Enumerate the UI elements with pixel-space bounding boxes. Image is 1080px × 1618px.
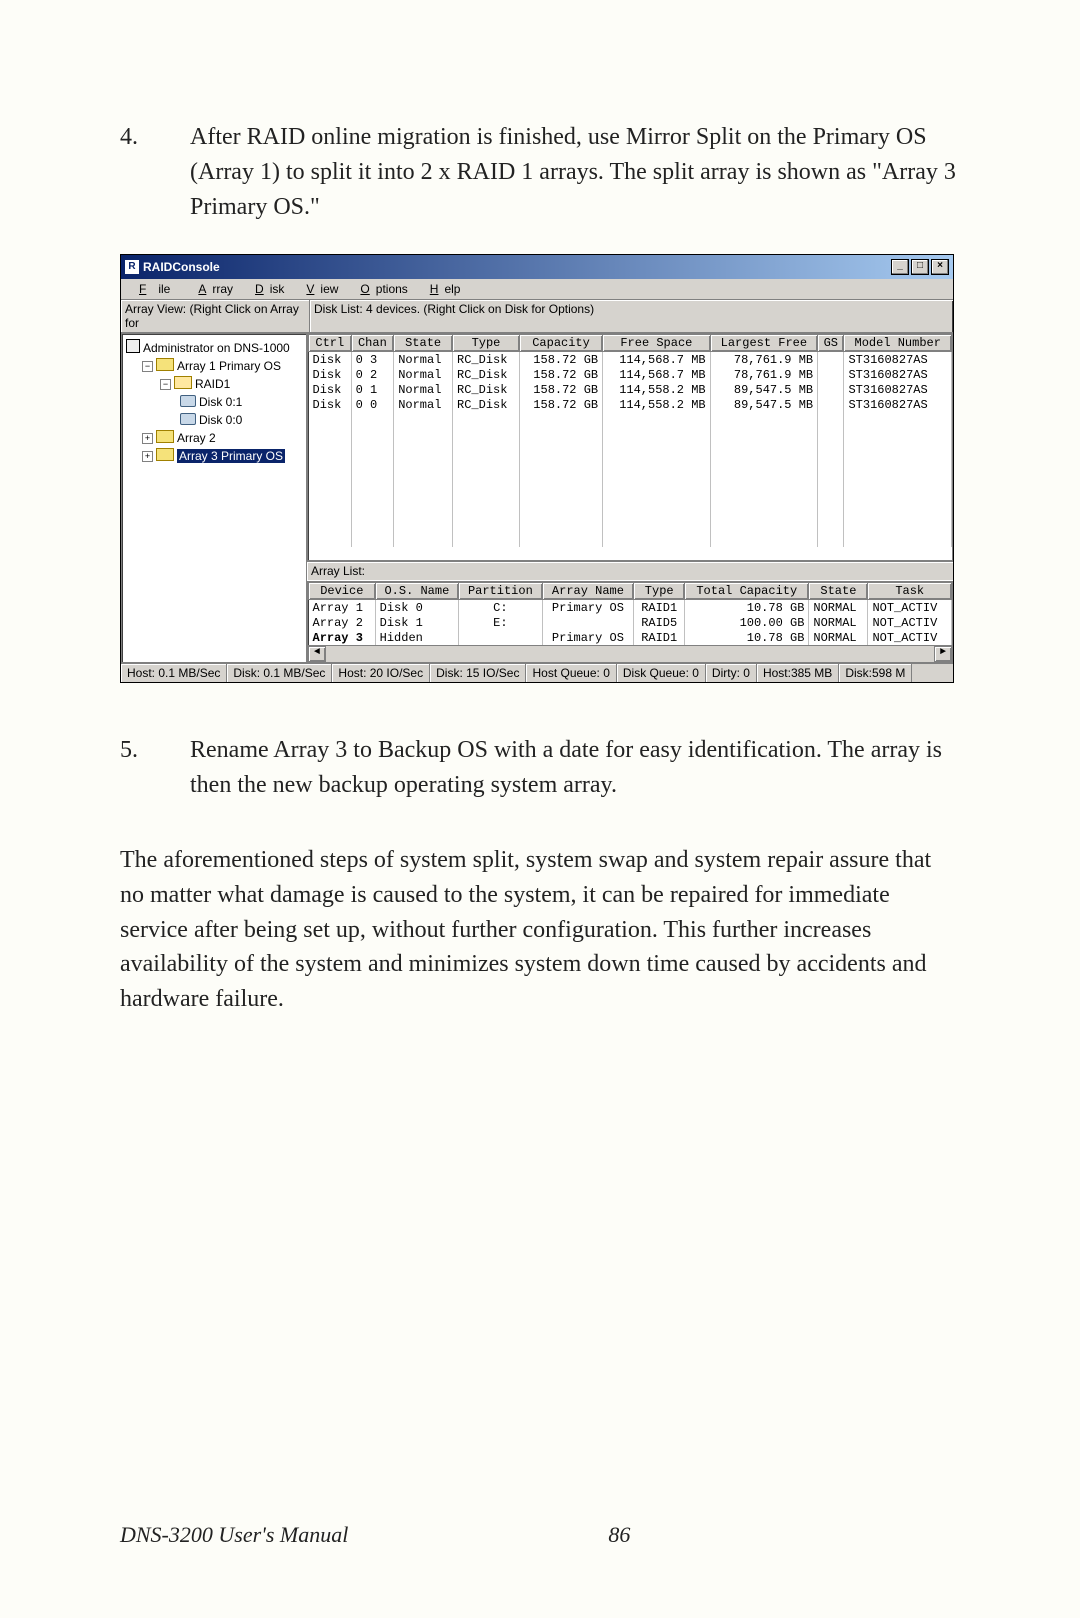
manual-page: 4. After RAID online migration is finish… — [0, 0, 1080, 1618]
disk-icon — [180, 413, 196, 425]
disk-col-header[interactable]: Capacity — [519, 335, 602, 352]
collapse-icon[interactable]: − — [160, 379, 171, 390]
status-cell: Disk: 15 IO/Sec — [430, 664, 526, 682]
maximize-button[interactable]: □ — [911, 259, 929, 275]
array-col-header[interactable]: Partition — [459, 583, 542, 600]
status-cell: Host Queue: 0 — [526, 664, 616, 682]
tree-disk00[interactable]: Disk 0:0 — [124, 411, 304, 429]
menu-disk[interactable]: Disk — [243, 281, 290, 297]
computer-icon — [126, 339, 140, 353]
disk-grid[interactable]: CtrlChanStateTypeCapacityFree SpaceLarge… — [307, 333, 953, 561]
array-view-label: Array View: (Right Click on Array for — [121, 300, 310, 332]
tree-array3[interactable]: +Array 3 Primary OS — [124, 447, 304, 465]
step-4-text: After RAID online migration is finished,… — [190, 120, 960, 224]
tree-disk01[interactable]: Disk 0:1 — [124, 393, 304, 411]
step-4-number: 4. — [120, 120, 190, 224]
title-bar: R RAIDConsole _ □ × — [121, 255, 953, 279]
status-cell: Host: 0.1 MB/Sec — [121, 664, 227, 682]
status-bar: Host: 0.1 MB/SecDisk: 0.1 MB/SecHost: 20… — [121, 663, 953, 682]
array-row[interactable]: Array 2Disk 1E:RAID5100.00 GBNORMALNOT_A… — [309, 615, 952, 630]
disk-col-header[interactable]: State — [394, 335, 453, 352]
disk-col-header[interactable]: Largest Free — [710, 335, 818, 352]
close-button[interactable]: × — [931, 259, 949, 275]
menu-help[interactable]: Help — [418, 281, 467, 297]
menu-array[interactable]: Array — [186, 281, 239, 297]
step-5-text: Rename Array 3 to Backup OS with a date … — [190, 733, 960, 803]
right-pane: CtrlChanStateTypeCapacityFree SpaceLarge… — [307, 333, 953, 663]
window-title: RAIDConsole — [143, 260, 220, 274]
array-row[interactable]: Array 1Disk 0C:Primary OSRAID110.78 GBNO… — [309, 600, 952, 616]
disk-row[interactable]: Disk0 3NormalRC_Disk158.72 GB114,568.7 M… — [309, 352, 952, 368]
array-col-header[interactable]: State — [809, 583, 868, 600]
disk-row[interactable]: Disk0 0NormalRC_Disk158.72 GB114,558.2 M… — [309, 397, 952, 412]
array-row[interactable]: Array 3HiddenPrimary OSRAID110.78 GBNORM… — [309, 630, 952, 645]
folder-icon — [156, 430, 174, 443]
expand-icon[interactable]: + — [142, 433, 153, 444]
tree-array2[interactable]: +Array 2 — [124, 429, 304, 447]
expand-icon[interactable]: + — [142, 451, 153, 462]
step-5: 5. Rename Array 3 to Backup OS with a da… — [120, 733, 960, 803]
disk-row[interactable]: Disk0 1NormalRC_Disk158.72 GB114,558.2 M… — [309, 382, 952, 397]
folder-icon — [156, 358, 174, 371]
step-4: 4. After RAID online migration is finish… — [120, 120, 960, 224]
tree-array1[interactable]: −Array 1 Primary OS — [124, 357, 304, 375]
disk-col-header[interactable]: GS — [818, 335, 844, 352]
array-col-header[interactable]: Device — [309, 583, 376, 600]
status-cell: Disk:598 M — [839, 664, 912, 682]
disk-col-header[interactable]: Type — [453, 335, 520, 352]
array-list-label: Array List: — [307, 561, 953, 581]
summary-paragraph: The aforementioned steps of system split… — [120, 843, 960, 1017]
status-cell: Dirty: 0 — [706, 664, 757, 682]
menu-options[interactable]: Options — [348, 281, 413, 297]
minimize-button[interactable]: _ — [891, 259, 909, 275]
folder-icon — [156, 448, 174, 461]
disk-col-header[interactable]: Chan — [351, 335, 394, 352]
array-grid[interactable]: DeviceO.S. NamePartitionArray NameTypeTo… — [307, 581, 953, 663]
scroll-left-icon[interactable]: ◄ — [308, 646, 326, 662]
disk-icon — [180, 395, 196, 407]
tree-root[interactable]: Administrator on DNS-1000 — [124, 338, 304, 357]
app-icon: R — [125, 260, 139, 274]
scroll-right-icon[interactable]: ► — [934, 646, 952, 662]
array-col-header[interactable]: Task — [868, 583, 952, 600]
disk-row[interactable]: Disk0 2NormalRC_Disk158.72 GB114,568.7 M… — [309, 367, 952, 382]
raidconsole-window: R RAIDConsole _ □ × File Array Disk View… — [120, 254, 954, 683]
step-5-number: 5. — [120, 733, 190, 803]
status-cell: Disk: 0.1 MB/Sec — [227, 664, 332, 682]
tree-raid1[interactable]: −RAID1 — [124, 375, 304, 393]
menu-view[interactable]: View — [294, 281, 344, 297]
disk-col-header[interactable]: Free Space — [603, 335, 711, 352]
array-col-header[interactable]: Array Name — [542, 583, 634, 600]
page-footer: DNS-3200 User's Manual 86 — [120, 1522, 960, 1548]
array-col-header[interactable]: Total Capacity — [685, 583, 809, 600]
disk-list-label: Disk List: 4 devices. (Right Click on Di… — [310, 300, 953, 332]
menu-bar: File Array Disk View Options Help — [121, 279, 953, 300]
disk-col-header[interactable]: Model Number — [844, 335, 952, 352]
status-cell: Disk Queue: 0 — [617, 664, 706, 682]
footer-page-number: 86 — [608, 1522, 630, 1548]
status-cell: Host:385 MB — [757, 664, 839, 682]
menu-file[interactable]: File — [127, 281, 182, 297]
raid-icon — [174, 376, 192, 389]
array-col-header[interactable]: O.S. Name — [375, 583, 458, 600]
status-cell: Host: 20 IO/Sec — [332, 664, 430, 682]
sub-label-bar: Array View: (Right Click on Array for Di… — [121, 300, 953, 333]
array-tree[interactable]: Administrator on DNS-1000 −Array 1 Prima… — [121, 333, 307, 663]
collapse-icon[interactable]: − — [142, 361, 153, 372]
footer-manual-title: DNS-3200 User's Manual — [120, 1522, 348, 1548]
disk-col-header[interactable]: Ctrl — [309, 335, 352, 352]
horizontal-scrollbar[interactable]: ◄ ► — [308, 645, 952, 662]
array-col-header[interactable]: Type — [634, 583, 685, 600]
